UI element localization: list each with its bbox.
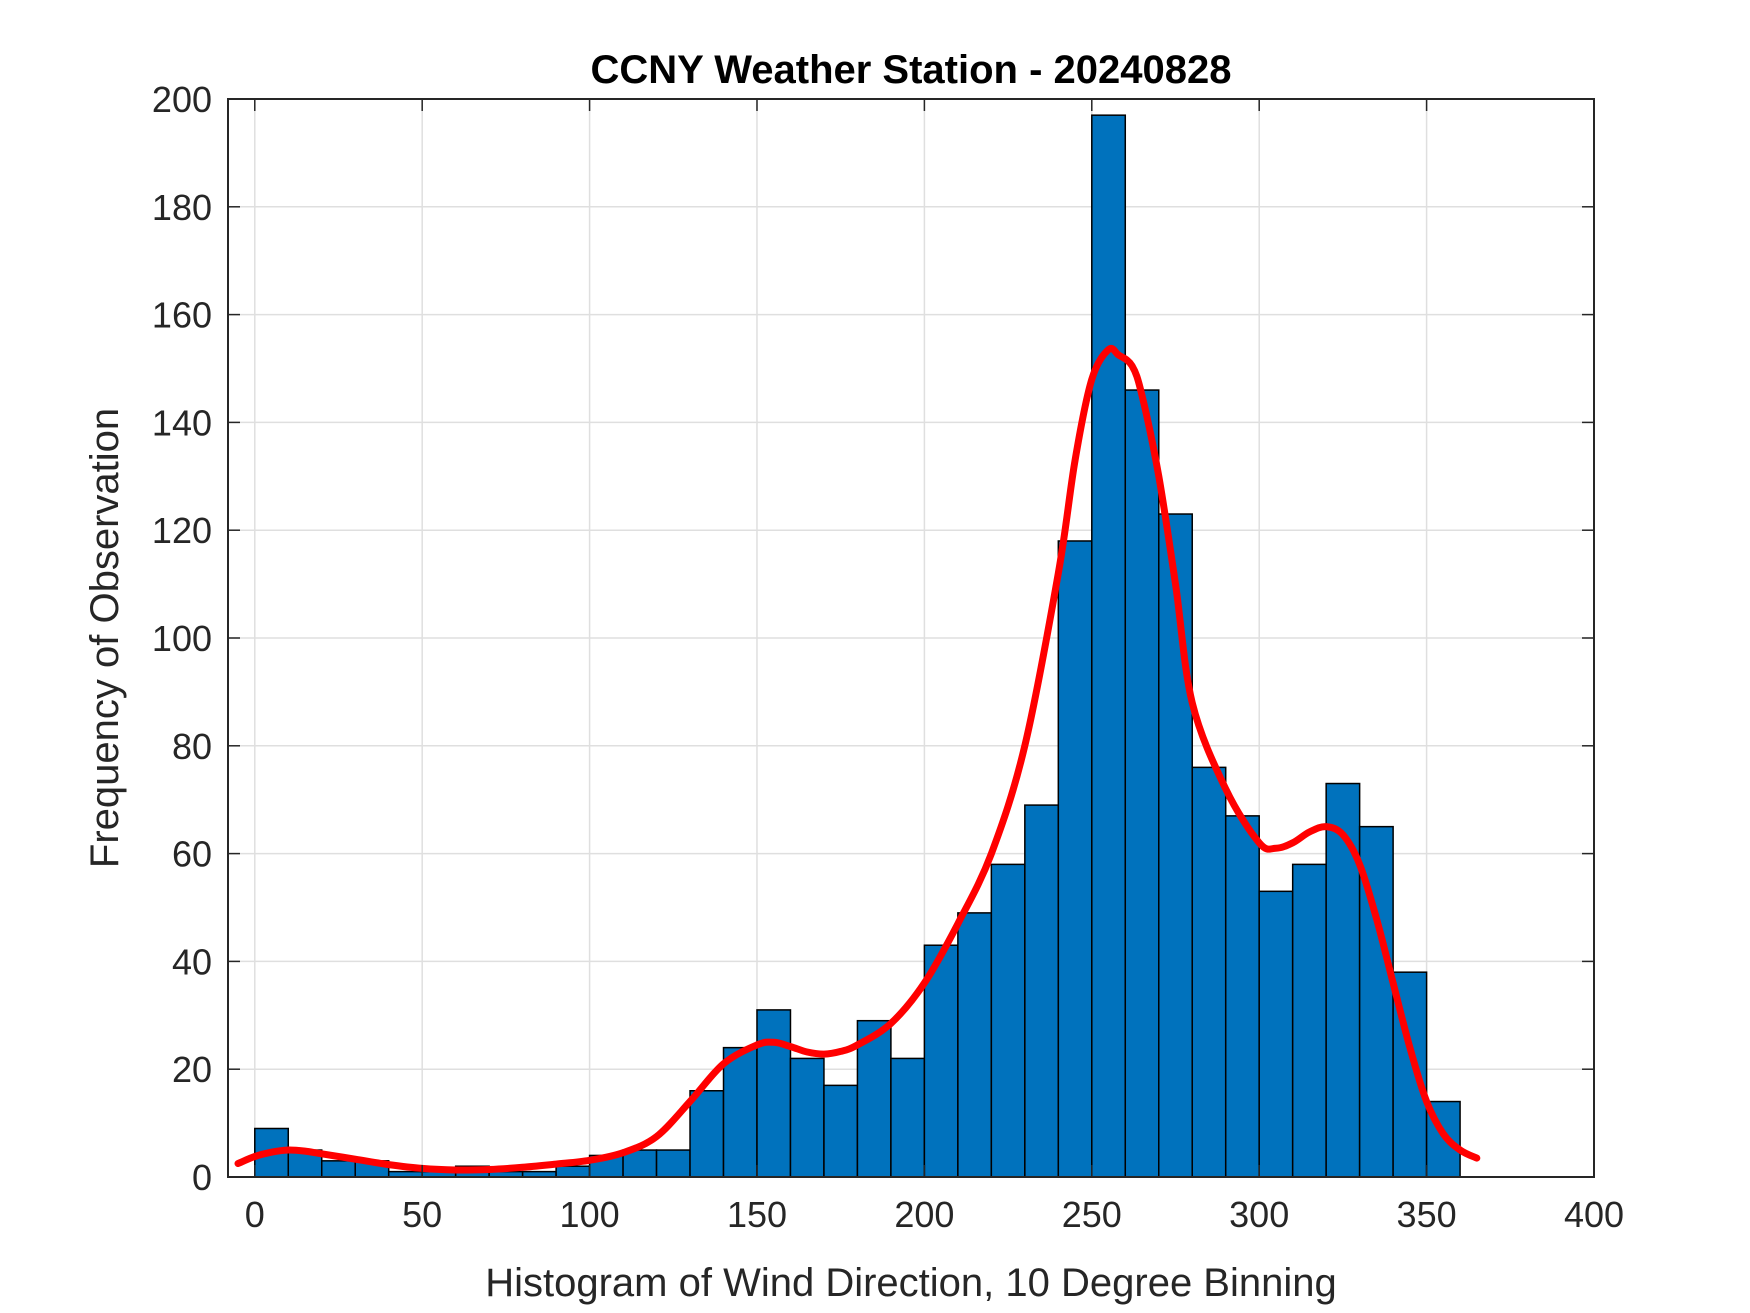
histogram-bar-230 — [1024, 804, 1060, 1178]
axis-ticks: 0 50 100 150 200 250 300 350 400 0 20 40 60 80 100 120 1… — [152, 79, 1624, 1235]
y-tick-label: 80 — [172, 726, 212, 767]
histogram-bar-20 — [320, 1160, 356, 1178]
y-tick-label: 20 — [172, 1049, 212, 1090]
fit-curve-line — [234, 344, 1481, 1174]
histogram-bars — [254, 114, 1461, 1178]
x-tick-label: 250 — [1062, 1194, 1122, 1235]
histogram-bar-120 — [655, 1149, 691, 1178]
histogram-bar-300 — [1258, 890, 1294, 1178]
histogram-bar-190 — [890, 1057, 926, 1178]
y-tick-label: 140 — [152, 402, 212, 443]
x-tick-label: 50 — [402, 1194, 442, 1235]
histogram-bar-210 — [957, 912, 993, 1178]
x-tick-label: 350 — [1397, 1194, 1457, 1235]
histogram-bar-180 — [856, 1019, 892, 1178]
histogram-bar-240 — [1057, 540, 1093, 1178]
x-tick-label: 200 — [894, 1194, 954, 1235]
histogram-bar-200 — [923, 944, 959, 1178]
y-tick-label: 0 — [192, 1157, 212, 1198]
histogram-bar-320 — [1325, 782, 1361, 1178]
histogram-bar-90 — [555, 1165, 591, 1178]
chart-title: CCNY Weather Station - 20240828 — [591, 48, 1232, 92]
histogram-bar-270 — [1158, 513, 1193, 1178]
histogram-bar-310 — [1291, 863, 1327, 1178]
x-tick-label: 400 — [1564, 1194, 1624, 1235]
x-tick-label: 100 — [560, 1194, 620, 1235]
y-tick-label: 40 — [172, 941, 212, 982]
histogram-bar-250 — [1091, 114, 1127, 1178]
histogram-bar-130 — [689, 1090, 725, 1178]
histogram-bar-220 — [990, 863, 1026, 1178]
y-tick-label: 120 — [152, 510, 212, 551]
x-tick-label: 300 — [1229, 1194, 1289, 1235]
histogram-bar-150 — [756, 1009, 792, 1178]
histogram-bar-110 — [622, 1149, 658, 1178]
x-axis-label: Histogram of Wind Direction, 10 Degree B… — [485, 1261, 1337, 1305]
x-tick-label: 0 — [245, 1194, 265, 1235]
y-tick-label: 180 — [152, 187, 212, 228]
y-tick-label: 60 — [172, 834, 212, 875]
histogram-bar-280 — [1191, 766, 1227, 1178]
y-tick-label: 100 — [152, 618, 212, 659]
histogram-bar-290 — [1224, 815, 1260, 1178]
x-tick-label: 150 — [727, 1194, 787, 1235]
y-tick-label: 200 — [152, 79, 212, 120]
histogram-bar-170 — [823, 1084, 859, 1178]
histogram-bar-260 — [1124, 389, 1160, 1178]
y-axis-label: Frequency of Observation — [83, 408, 127, 868]
histogram-bar-160 — [789, 1057, 825, 1178]
histogram-bar-140 — [722, 1046, 758, 1178]
y-tick-label: 160 — [152, 295, 212, 336]
fit-curve — [234, 344, 1481, 1174]
